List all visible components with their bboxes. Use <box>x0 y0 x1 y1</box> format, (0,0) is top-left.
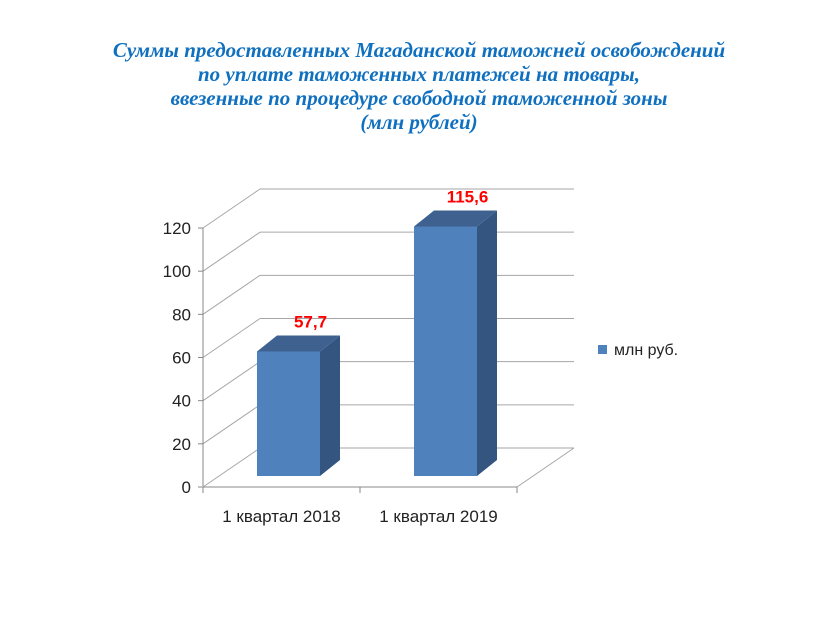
bar-side <box>477 210 497 476</box>
data-label: 57,7 <box>294 312 327 331</box>
side-gridline <box>202 274 261 315</box>
bar <box>414 226 477 476</box>
side-gridline <box>202 318 261 358</box>
side-gridline <box>202 404 261 445</box>
x-tick-label: 1 квартал 2018 <box>222 507 341 526</box>
y-tick-label: 120 <box>163 219 191 238</box>
legend-label: млн руб. <box>614 342 678 359</box>
y-tick-label: 100 <box>163 262 191 281</box>
y-tick-label: 80 <box>172 305 191 324</box>
y-tick-label: 0 <box>182 478 191 497</box>
title-line-2: по уплате таможенных платежей на товары, <box>197 62 640 86</box>
x-tick-label: 1 квартал 2019 <box>379 507 498 526</box>
data-label: 115,6 <box>447 187 489 206</box>
y-tick-label: 40 <box>172 392 191 411</box>
title-line-4: (млн рублей) <box>360 110 478 134</box>
bar-top <box>257 335 340 352</box>
side-gridline <box>202 447 261 488</box>
side-gridline <box>202 188 261 229</box>
y-tick-label: 20 <box>172 435 191 454</box>
y-tick-label: 60 <box>172 349 191 368</box>
bar-top <box>414 210 497 227</box>
bar-side <box>320 335 340 476</box>
floor-edge <box>516 447 575 488</box>
legend-marker <box>598 345 607 354</box>
side-gridline <box>202 361 261 402</box>
bar <box>257 351 320 476</box>
title-line-3: ввезенные по процедуре свободной таможен… <box>170 86 668 110</box>
title-line-1: Суммы предоставленных Магаданской таможн… <box>112 38 726 62</box>
side-gridline <box>202 231 261 272</box>
chart-title: Суммы предоставленных Магаданской таможн… <box>0 38 838 134</box>
